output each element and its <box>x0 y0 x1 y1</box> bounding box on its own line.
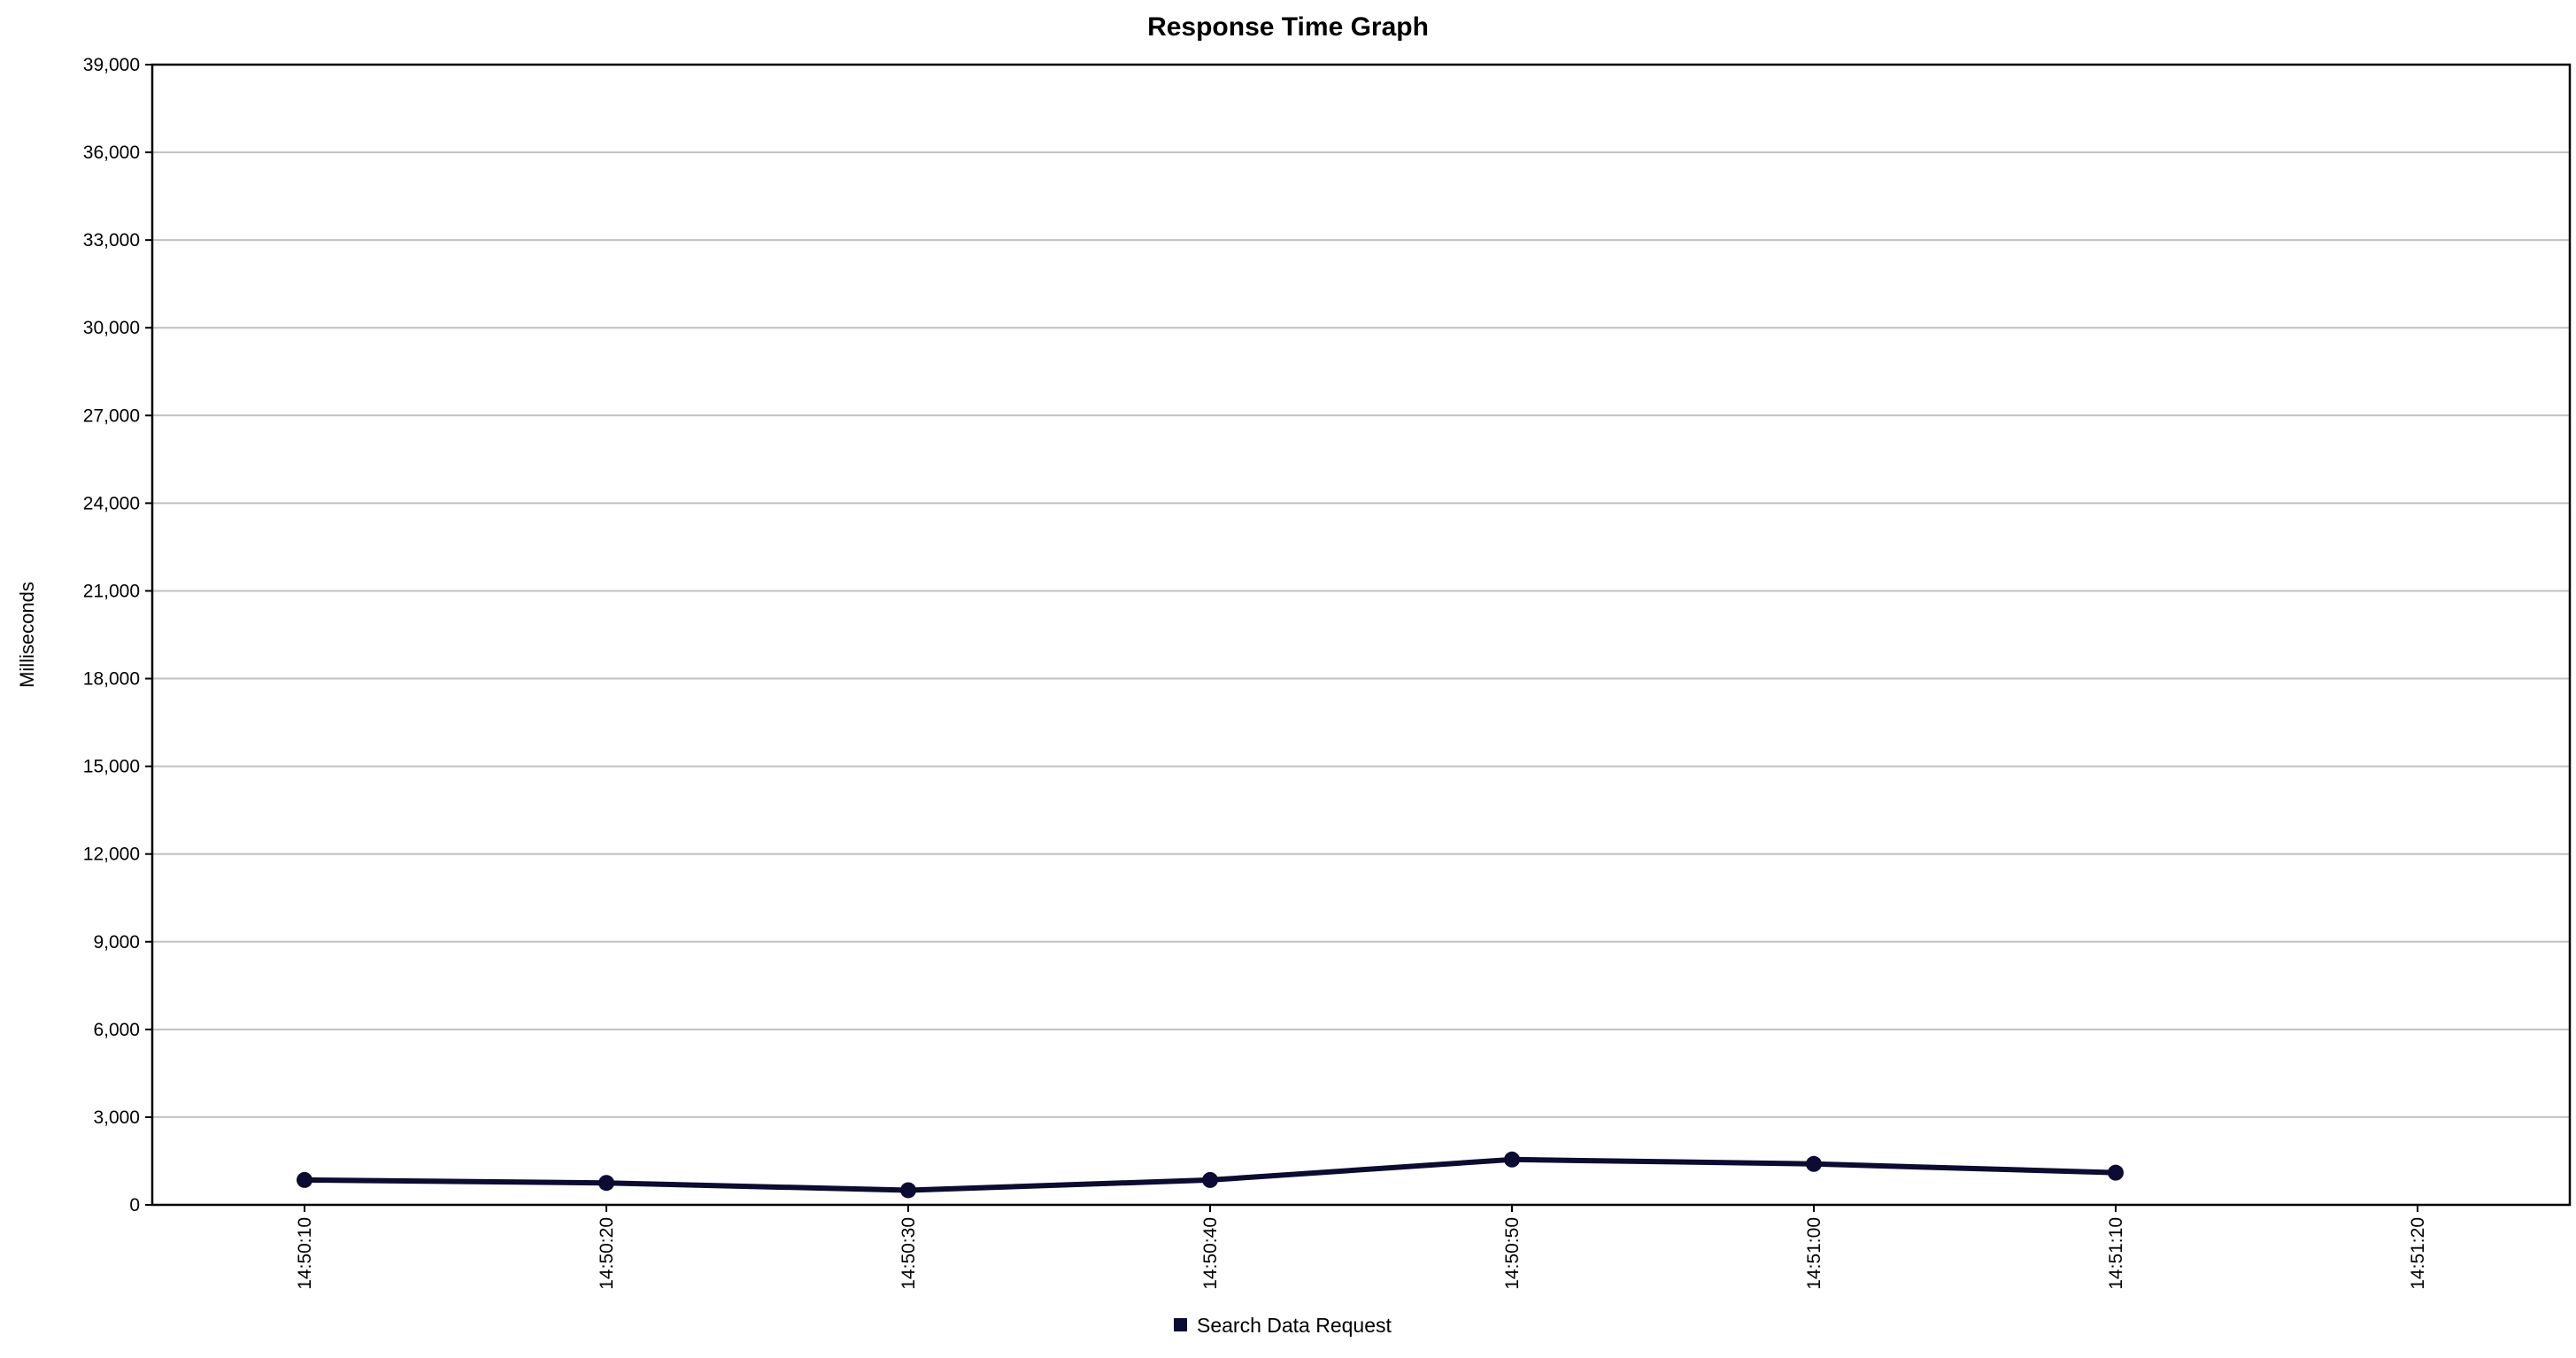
y-tick-label: 15,000 <box>83 757 140 777</box>
y-tick-label: 24,000 <box>83 493 140 513</box>
data-point[interactable] <box>1202 1171 1218 1188</box>
y-tick-label: 0 <box>129 1195 140 1215</box>
y-tick-label: 21,000 <box>83 581 140 601</box>
data-point[interactable] <box>900 1182 916 1199</box>
series-layer <box>297 1151 2124 1199</box>
data-point[interactable] <box>1806 1155 1822 1172</box>
chart-title: Response Time Graph <box>1147 12 1429 42</box>
x-tick-label: 14:51:00 <box>1804 1217 1824 1290</box>
y-tick-label: 39,000 <box>83 55 140 75</box>
plot-frame <box>150 63 2572 1207</box>
y-tick-label: 6,000 <box>93 1020 140 1040</box>
data-point[interactable] <box>598 1175 614 1192</box>
x-tick-label: 14:50:50 <box>1502 1217 1523 1290</box>
legend-swatch <box>1174 1318 1187 1331</box>
x-tick-label: 14:50:10 <box>295 1217 315 1290</box>
y-axis: 0 3,000 6,000 9,000 12,000 15,000 18,000 21,000… <box>83 55 152 1215</box>
x-tick-label: 14:50:40 <box>1200 1217 1221 1290</box>
legend[interactable]: Search Data Request <box>1174 1314 1392 1337</box>
x-tick-label: 14:51:20 <box>2408 1217 2428 1290</box>
x-tick-label: 14:50:30 <box>899 1217 919 1290</box>
data-point[interactable] <box>2108 1164 2124 1181</box>
x-tick-label: 14:50:20 <box>597 1217 617 1290</box>
y-tick-label: 18,000 <box>83 669 140 690</box>
y-axis-title: Milliseconds <box>16 582 38 688</box>
y-tick-label: 30,000 <box>83 318 140 338</box>
x-axis: 14:50:10 14:50:20 14:50:30 14:50:40 14:50:50… <box>295 1205 2428 1290</box>
y-tick-label: 9,000 <box>93 932 140 953</box>
y-tick-label: 33,000 <box>83 230 140 251</box>
y-tick-label: 27,000 <box>83 405 140 426</box>
data-point[interactable] <box>1504 1151 1520 1168</box>
y-tick-label: 3,000 <box>93 1107 140 1128</box>
y-tick-label: 36,000 <box>83 143 140 163</box>
gridlines <box>152 151 2570 1118</box>
x-tick-label: 14:51:10 <box>2106 1217 2126 1290</box>
data-point[interactable] <box>297 1171 312 1188</box>
y-tick-label: 12,000 <box>83 845 140 865</box>
legend-label: Search Data Request <box>1197 1314 1392 1337</box>
